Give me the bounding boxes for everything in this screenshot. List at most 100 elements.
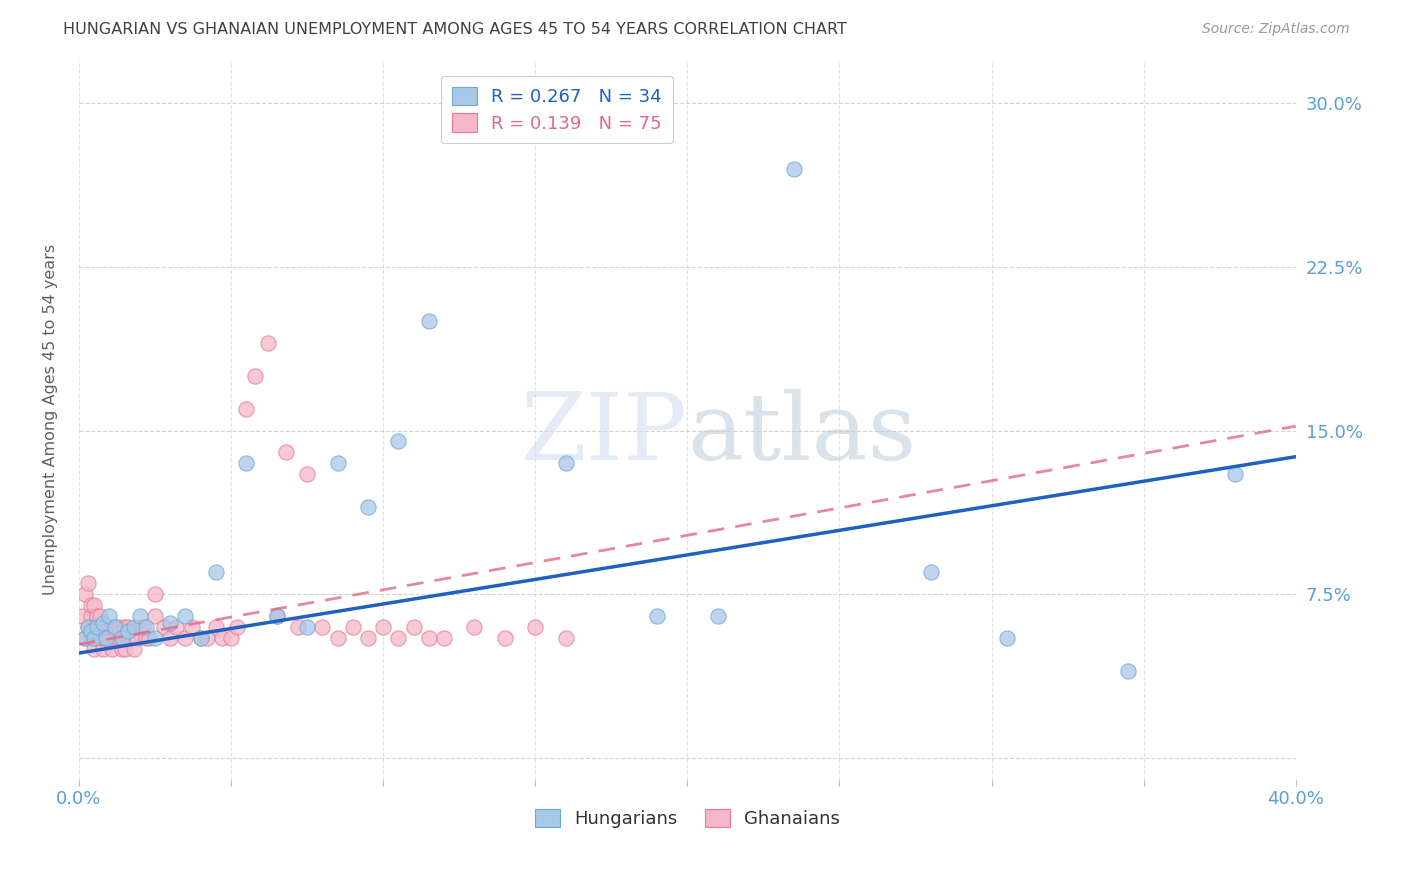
Point <box>107 631 129 645</box>
Point <box>117 620 139 634</box>
Point <box>110 631 132 645</box>
Point <box>91 615 114 630</box>
Point <box>326 631 349 645</box>
Point <box>104 620 127 634</box>
Point <box>195 631 218 645</box>
Point <box>326 456 349 470</box>
Text: atlas: atlas <box>688 389 917 479</box>
Text: HUNGARIAN VS GHANAIAN UNEMPLOYMENT AMONG AGES 45 TO 54 YEARS CORRELATION CHART: HUNGARIAN VS GHANAIAN UNEMPLOYMENT AMONG… <box>63 22 848 37</box>
Point <box>494 631 516 645</box>
Point <box>128 609 150 624</box>
Point <box>783 161 806 176</box>
Point <box>80 631 103 645</box>
Point <box>104 620 127 634</box>
Point <box>219 631 242 645</box>
Point <box>120 631 142 645</box>
Text: ZIP: ZIP <box>520 389 688 479</box>
Point <box>122 641 145 656</box>
Point <box>418 314 440 328</box>
Point <box>554 631 576 645</box>
Point <box>101 641 124 656</box>
Point <box>174 631 197 645</box>
Point <box>98 620 121 634</box>
Point <box>98 609 121 624</box>
Point <box>86 609 108 624</box>
Point <box>165 620 187 634</box>
Point <box>107 620 129 634</box>
Point <box>174 609 197 624</box>
Point <box>77 576 100 591</box>
Y-axis label: Unemployment Among Ages 45 to 54 years: Unemployment Among Ages 45 to 54 years <box>44 244 58 595</box>
Point <box>524 620 547 634</box>
Point <box>70 609 93 624</box>
Point <box>274 445 297 459</box>
Point <box>83 631 105 645</box>
Point <box>159 615 181 630</box>
Point <box>357 631 380 645</box>
Point <box>357 500 380 514</box>
Point <box>1223 467 1246 482</box>
Point <box>117 631 139 645</box>
Point <box>143 587 166 601</box>
Point <box>73 587 96 601</box>
Point <box>83 620 105 634</box>
Point <box>86 620 108 634</box>
Point <box>77 620 100 634</box>
Point <box>77 620 100 634</box>
Point <box>96 620 118 634</box>
Point <box>211 631 233 645</box>
Point <box>226 620 249 634</box>
Point <box>645 609 668 624</box>
Point <box>114 641 136 656</box>
Point <box>190 631 212 645</box>
Point <box>180 620 202 634</box>
Point <box>128 620 150 634</box>
Point <box>190 631 212 645</box>
Point <box>96 631 118 645</box>
Point <box>86 631 108 645</box>
Point <box>373 620 395 634</box>
Point <box>342 620 364 634</box>
Point <box>91 641 114 656</box>
Point <box>387 434 409 449</box>
Point <box>418 631 440 645</box>
Point <box>80 598 103 612</box>
Point <box>266 609 288 624</box>
Point <box>205 566 228 580</box>
Point <box>83 598 105 612</box>
Point <box>143 631 166 645</box>
Point <box>159 631 181 645</box>
Point <box>96 631 118 645</box>
Point <box>287 620 309 634</box>
Point <box>402 620 425 634</box>
Point <box>138 631 160 645</box>
Point <box>433 631 456 645</box>
Point <box>80 609 103 624</box>
Point <box>995 631 1018 645</box>
Point <box>707 609 730 624</box>
Point <box>135 631 157 645</box>
Point <box>117 624 139 639</box>
Point <box>86 620 108 634</box>
Point <box>73 631 96 645</box>
Point <box>80 624 103 639</box>
Point <box>245 368 267 383</box>
Point <box>132 620 155 634</box>
Point <box>554 456 576 470</box>
Point <box>89 631 111 645</box>
Point <box>91 631 114 645</box>
Point <box>110 641 132 656</box>
Point <box>295 620 318 634</box>
Point <box>114 620 136 634</box>
Point <box>266 609 288 624</box>
Point <box>256 336 278 351</box>
Point <box>143 609 166 624</box>
Point <box>463 620 485 634</box>
Point <box>122 620 145 634</box>
Point <box>104 631 127 645</box>
Point <box>1118 664 1140 678</box>
Point <box>235 456 257 470</box>
Point <box>387 631 409 645</box>
Point <box>920 566 942 580</box>
Point <box>83 641 105 656</box>
